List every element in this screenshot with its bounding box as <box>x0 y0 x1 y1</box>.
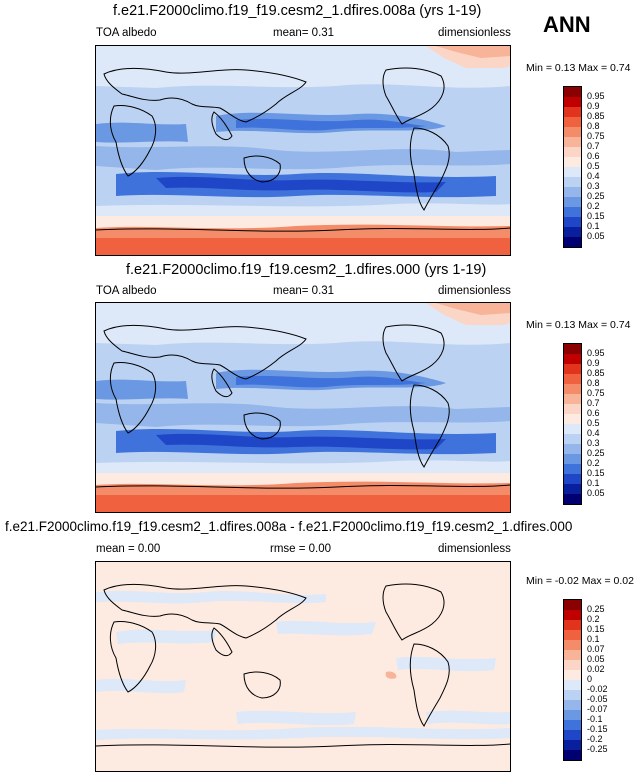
colorbar-tick-label: 0.95 <box>587 91 605 101</box>
albedo-field-map-1 <box>96 46 510 255</box>
colorbar-tick-label: 0.85 <box>587 368 605 378</box>
panel-3-minmax: Min = -0.02 Max = 0.02 <box>526 575 634 587</box>
panel-2-colorbar <box>563 343 582 505</box>
panel-1-units: dimensionless <box>438 27 511 39</box>
panel-1-colorbar-labels: 0.95 0.9 0.85 0.8 0.75 0.7 0.6 0.5 0.4 0… <box>587 91 605 241</box>
panel-3-units: dimensionless <box>438 543 511 555</box>
colorbar-tick-label: -0.05 <box>587 694 608 704</box>
colorbar-tick-label: 0.07 <box>587 644 605 654</box>
colorbar-tick-label: 0.05 <box>587 488 605 498</box>
panel-2-minmax: Min = 0.13 Max = 0.74 <box>526 319 631 331</box>
panel-2-title: f.e21.F2000climo.f19_f19.cesm2_1.dfires.… <box>126 262 487 278</box>
colorbar-tick-label: 0.25 <box>587 191 605 201</box>
colorbar-tick-label: -0.07 <box>587 704 608 714</box>
colorbar-tick-label: 0.1 <box>587 634 600 644</box>
colorbar-tick-label: 0.75 <box>587 388 605 398</box>
colorbar-tick-label: 0.4 <box>587 428 600 438</box>
panel-1-colorbar <box>563 86 582 248</box>
panel-1-mean: mean= 0.31 <box>273 27 335 39</box>
albedo-difference-map <box>96 562 510 771</box>
colorbar-tick-label: -0.2 <box>587 734 603 744</box>
panel-3-rmse: rmse = 0.00 <box>270 543 332 555</box>
panel-1-variable: TOA albedo <box>96 27 157 39</box>
panel-1-minmax: Min = 0.13 Max = 0.74 <box>526 62 631 74</box>
colorbar-tick-label: 0.8 <box>587 121 600 131</box>
colorbar-tick-label: -0.15 <box>587 724 608 734</box>
panel-2-variable: TOA albedo <box>96 285 157 297</box>
colorbar-tick-label: 0.75 <box>587 131 605 141</box>
albedo-field-map-2 <box>96 303 510 512</box>
panel-3-colorbar <box>563 599 582 761</box>
colorbar-tick-label: 0.8 <box>587 378 600 388</box>
colorbar-tick-label: 0.15 <box>587 211 605 221</box>
panel-2-colorbar-labels: 0.95 0.9 0.85 0.8 0.75 0.7 0.6 0.5 0.4 0… <box>587 348 605 498</box>
colorbar-tick-label: 0.15 <box>587 468 605 478</box>
colorbar-tick-label: -0.25 <box>587 744 608 754</box>
colorbar-tick-label: 0.05 <box>587 654 605 664</box>
colorbar-tick-label: -0.1 <box>587 714 603 724</box>
colorbar-tick-label: 0.02 <box>587 664 605 674</box>
colorbar-tick-label: 0.05 <box>587 231 605 241</box>
colorbar-tick-label: -0.02 <box>587 684 608 694</box>
panel-3-map <box>95 561 511 772</box>
season-label: ANN <box>543 12 591 37</box>
colorbar-tick-label: 0.1 <box>587 478 600 488</box>
colorbar-tick-label: 0.3 <box>587 438 600 448</box>
colorbar-tick-label: 0.7 <box>587 398 600 408</box>
colorbar-tick-label: 0.85 <box>587 111 605 121</box>
colorbar-tick-label: 0.4 <box>587 171 600 181</box>
panel-2-mean: mean= 0.31 <box>273 285 335 297</box>
colorbar-tick-label: 0.7 <box>587 141 600 151</box>
colorbar-tick-label: 0.5 <box>587 161 600 171</box>
colorbar-tick-label: 0.15 <box>587 624 605 634</box>
panel-1-map <box>95 45 511 256</box>
colorbar-tick-label: 0.95 <box>587 348 605 358</box>
colorbar-tick-label: 0 <box>587 674 593 684</box>
panel-3-colorbar-labels: 0.25 0.2 0.15 0.1 0.07 0.05 0.02 0 -0.02… <box>587 604 608 754</box>
colorbar-tick-label: 0.3 <box>587 181 600 191</box>
colorbar-tick-label: 0.5 <box>587 418 600 428</box>
colorbar-tick-label: 0.9 <box>587 101 600 111</box>
panel-2-units: dimensionless <box>438 285 511 297</box>
colorbar-tick-label: 0.25 <box>587 448 605 458</box>
panel-2-map <box>95 302 511 513</box>
colorbar-tick-label: 0.9 <box>587 358 600 368</box>
colorbar-tick-label: 0.1 <box>587 221 600 231</box>
colorbar-tick-label: 0.6 <box>587 151 600 161</box>
colorbar-tick-label: 0.6 <box>587 408 600 418</box>
colorbar-tick-label: 0.2 <box>587 201 600 211</box>
colorbar-tick-label: 0.2 <box>587 614 600 624</box>
colorbar-tick-label: 0.25 <box>587 604 605 614</box>
panel-3-mean: mean = 0.00 <box>96 543 161 555</box>
panel-3-title: f.e21.F2000climo.f19_f19.cesm2_1.dfires.… <box>5 519 573 534</box>
panel-1-title: f.e21.F2000climo.f19_f19.cesm2_1.dfires.… <box>113 3 482 19</box>
colorbar-tick-label: 0.2 <box>587 458 600 468</box>
